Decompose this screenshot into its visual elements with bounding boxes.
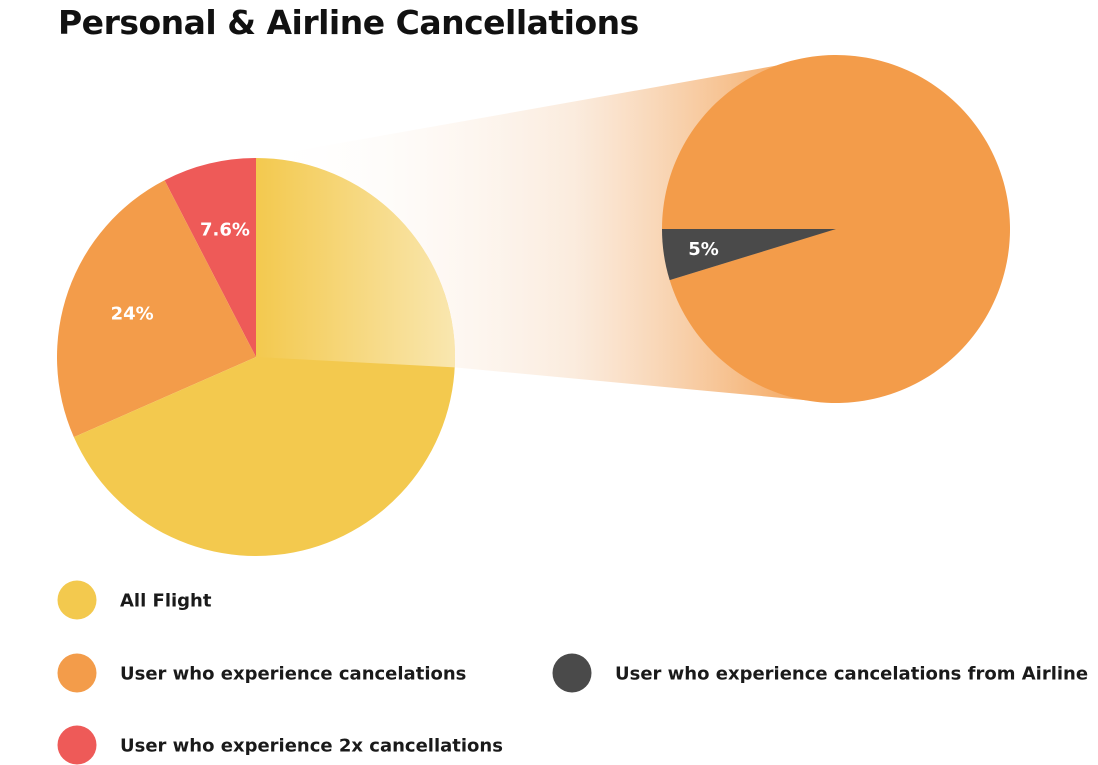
legend-item-user-who-experience-cancelations-from-airline: User who experience cancelations from Ai… (552, 653, 1088, 693)
detail-slice-other-cancelations (662, 54, 1011, 403)
detail-slice-user-who-experience-cancelations-from-airline (662, 229, 836, 281)
legend-item-user-who-experience-2x-cancellations: User who experience 2x cancellations (57, 725, 503, 765)
detail-pie: 5% (662, 54, 1011, 403)
legend-label-user-who-experience-2x-cancellations: User who experience 2x cancellations (120, 736, 503, 757)
legend-label-user-who-experience-cancelations: User who experience cancelations (120, 664, 466, 685)
legend-label-user-who-experience-cancelations-from-airline: User who experience cancelations from Ai… (615, 664, 1088, 685)
main-slice-user-who-experience-cancelations (57, 180, 256, 438)
main-slice-label-user-who-experience-cancelations: 24% (111, 303, 154, 324)
detail-slice-label-user-who-experience-cancelations-from-airline: 5% (688, 239, 719, 260)
legend-swatch-user-who-experience-cancelations (57, 653, 97, 693)
legend-item-all-flight: All Flight (57, 580, 212, 620)
legend: All Flight User who experience cancelatio… (57, 580, 1088, 765)
legend-label-all-flight: All Flight (120, 591, 212, 612)
chart-title: Personal & Airline Cancellations (58, 3, 639, 42)
main-slice-user-who-experience-2x-cancellations (164, 158, 256, 357)
legend-item-user-who-experience-cancelations: User who experience cancelations (57, 653, 466, 693)
legend-swatch-user-who-experience-cancelations-from-airline (552, 653, 592, 693)
main-slice-label-user-who-experience-2x-cancellations: 7.6% (200, 219, 250, 240)
main-pie: 7.6% 24% (57, 158, 455, 556)
legend-swatch-user-who-experience-2x-cancellations (57, 725, 97, 765)
zoom-source-highlight (256, 158, 455, 368)
legend-swatch-all-flight (57, 580, 97, 620)
